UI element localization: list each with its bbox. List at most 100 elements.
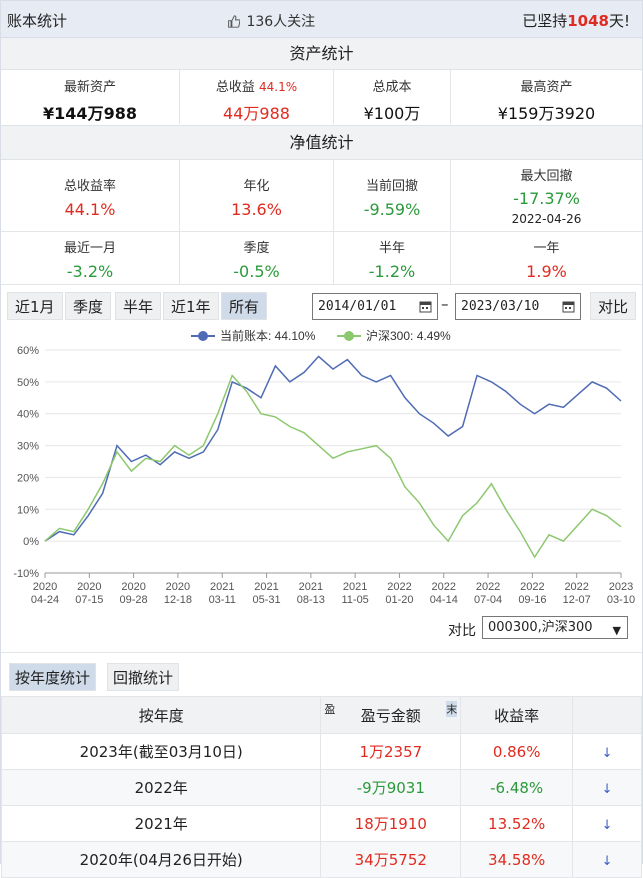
quarter-value: -0.5% [233, 262, 280, 281]
calendar-icon[interactable] [419, 300, 432, 313]
max-drawdown-value: -17.37% [513, 189, 580, 208]
expand-chevron-icon[interactable]: ↓︎ [601, 853, 613, 869]
y-tick-label: -10% [13, 568, 39, 580]
one-year-label: 一年 [533, 241, 560, 256]
expand-chevron-icon[interactable]: ↓︎ [601, 781, 613, 797]
total-cost-cell: 总成本 ¥100万 [334, 70, 451, 124]
row-amount: 18万1910 [320, 805, 462, 842]
row-rate: 34.58% [460, 841, 574, 878]
y-tick-label: 40% [17, 409, 39, 421]
col-header-expand [572, 696, 642, 734]
col-header-year[interactable]: 按年度 [0, 696, 322, 734]
last-month-label: 最近一月 [63, 241, 116, 256]
total-return-cell: 总收益率 44.1% [1, 159, 180, 231]
legend-marker [344, 331, 354, 341]
nav-stats-header: 净值统计 [1, 125, 642, 160]
table-row[interactable]: 2022年 -9万9031 -6.48% ↓︎ [0, 769, 642, 806]
row-amount: -9万9031 [320, 769, 462, 806]
last-month-cell: 最近一月 -3.2% [1, 232, 180, 284]
range-button-half-year[interactable]: 半年 [115, 292, 162, 320]
tab-drawdown-stats[interactable]: 回撤统计 [107, 663, 180, 691]
x-tick-label: 2020 [166, 581, 190, 593]
expand-chevron-icon[interactable]: ↓︎ [601, 817, 613, 833]
nav-stats-row1: 总收益率 44.1% 年化 13.6% 当前回撤 -9.59% 最大回撤 -17… [1, 159, 642, 231]
max-asset-label: 最高资产 [520, 80, 573, 95]
calendar-icon[interactable] [562, 300, 575, 313]
row-rate: -6.48% [460, 769, 574, 806]
range-button-all[interactable]: 所有 [221, 292, 268, 320]
annualized-value: 13.6% [231, 200, 282, 219]
half-year-cell: 半年 -1.2% [334, 232, 451, 284]
max-drawdown-date: 2022-04-26 [511, 212, 582, 226]
x-tick-label: 08-13 [297, 594, 325, 606]
compare-button[interactable]: 对比 [590, 292, 636, 320]
net-value-chart: 当前账本: 44.10% 沪深300: 4.49% 60% 50% 40% 30% 20%… [13, 328, 635, 606]
row-rate: 0.86% [460, 733, 574, 770]
max-asset-value: ¥159万3920 [497, 104, 596, 123]
range-button-1m[interactable]: 近1月 [7, 292, 63, 320]
nav-stats-row2: 最近一月 -3.2% 季度 -0.5% 半年 -1.2% 一年 1.9% [1, 232, 642, 284]
y-tick-label: 10% [17, 504, 39, 516]
total-profit-cell: 总收益 44.1% 44万988 [180, 70, 334, 124]
x-tick-label: 2020 [77, 581, 101, 593]
latest-asset-value: ¥144万988 [43, 104, 137, 123]
chevron-down-icon: ▼ [612, 624, 621, 637]
one-year-cell: 一年 1.9% [451, 232, 642, 284]
date-from-input[interactable]: 2014/01/01 [312, 293, 438, 320]
total-cost-value: ¥100万 [363, 104, 421, 123]
row-rate: 13.52% [460, 805, 574, 842]
col-header-rate[interactable]: 收益率 [460, 696, 574, 734]
total-profit-pct: 44.1% [259, 80, 298, 94]
row-divider [1, 231, 642, 232]
header-mark-right: 末 [446, 701, 458, 717]
col-header-amount-label: 盈亏金额 [360, 706, 421, 725]
table-row[interactable]: 2021年 18万1910 13.52% ↓︎ [0, 805, 642, 842]
follow-button[interactable]: 136人关注 [227, 11, 315, 31]
col-header-amount[interactable]: 盈 盈亏金额 末 [320, 696, 462, 734]
range-button-quarter[interactable]: 季度 [65, 292, 112, 320]
last-month-value: -3.2% [66, 262, 114, 281]
yearly-stats-table: 按年度 盈 盈亏金额 末 收益率 2023年(截至03月10日) 1万2357 … [0, 696, 642, 878]
row-divider [1, 284, 642, 285]
max-drawdown-cell: 最大回撤 -17.37% 2022-04-26 [451, 159, 642, 231]
total-return-value: 44.1% [64, 200, 116, 219]
compare-index-select[interactable]: 000300,沪深300 ▼ [482, 616, 628, 639]
y-tick-label: 20% [17, 472, 39, 484]
max-asset-cell: 最高资产 ¥159万3920 [451, 70, 642, 124]
row-amount: 1万2357 [320, 733, 462, 770]
series-line [44, 374, 622, 559]
x-tick-label: 2020 [121, 581, 145, 593]
x-tick-label: 2020 [33, 581, 57, 593]
legend-label: 沪深300: 4.49% [366, 329, 451, 343]
row-year: 2021年 [0, 805, 322, 842]
date-from-value: 2014/01/01 [318, 299, 397, 314]
x-tick-label: 2022 [564, 581, 588, 593]
x-tick-label: 2021 [299, 581, 323, 593]
series-line [44, 355, 622, 542]
row-year: 2020年(04月26日开始) [0, 841, 322, 878]
asset-stats-grid: 最新资产 ¥144万988 总收益 44.1% 44万988 总成本 ¥100万… [1, 70, 642, 124]
x-tick-label: 2021 [343, 581, 367, 593]
x-tick-label: 05-31 [252, 594, 280, 606]
x-tick-label: 03-11 [209, 594, 236, 606]
date-to-value: 2023/03/10 [461, 299, 540, 314]
tab-yearly-stats[interactable]: 按年度统计 [9, 663, 97, 691]
y-tick-label: 0% [23, 536, 39, 548]
row-year: 2022年 [0, 769, 322, 806]
x-tick-label: 07-04 [474, 594, 502, 606]
x-tick-label: 04-24 [31, 594, 59, 606]
range-button-1y[interactable]: 近1年 [163, 292, 219, 320]
table-row[interactable]: 2023年(截至03月10日) 1万2357 0.86% ↓︎ [0, 733, 642, 770]
total-profit-value: 44万988 [223, 104, 290, 123]
date-range-separator: – [441, 295, 449, 313]
x-tick-label: 2021 [210, 581, 234, 593]
date-to-input[interactable]: 2023/03/10 [455, 293, 581, 320]
asset-stats-header: 资产统计 [1, 38, 642, 70]
legend-label: 当前账本: 44.10% [220, 328, 316, 343]
chart-legend[interactable]: 当前账本: 44.10% 沪深300: 4.49% [191, 328, 451, 343]
expand-chevron-icon[interactable]: ↓︎ [601, 745, 613, 761]
table-row[interactable]: 2020年(04月26日开始) 34万5752 34.58% ↓︎ [0, 841, 642, 878]
x-tick-label: 11-05 [341, 594, 368, 606]
annualized-cell: 年化 13.6% [180, 159, 334, 231]
x-tick-label: 2021 [254, 581, 278, 593]
